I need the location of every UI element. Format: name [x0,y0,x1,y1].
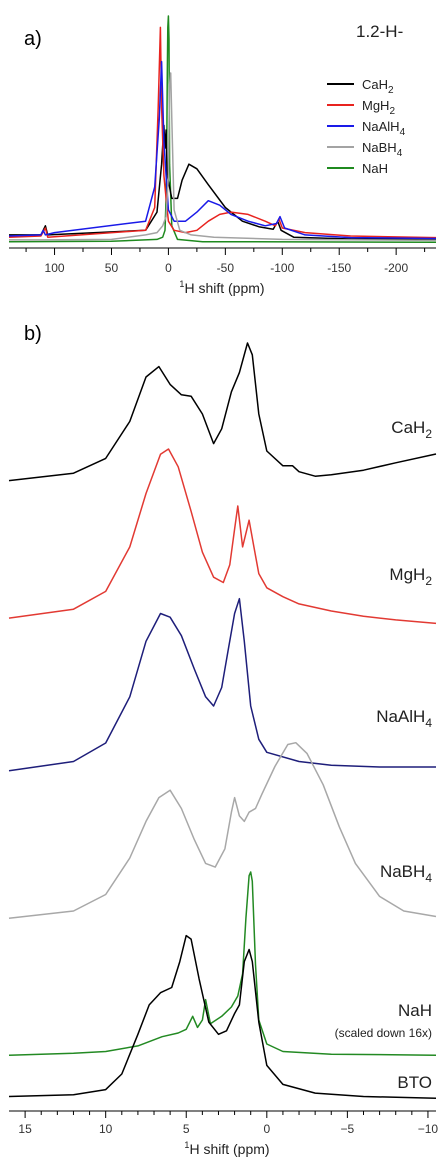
panel-a-title: 1.2-H- [356,22,403,41]
panel-a-tick-label: -150 [327,261,351,275]
panel-a-legend: CaH2 MgH2 NaAlH4 NaBH4 NaH [327,77,406,176]
spectrum-label-naalh4: NaAlH4 [376,707,432,730]
legend-label-nah: NaH [362,161,388,176]
panel-b-spectrum-mgh2 [8,448,437,625]
panel-a-tick-label: -50 [217,261,235,275]
panel-b-tick-label: −5 [341,1122,355,1136]
legend-label-nabh4: NaBH4 [362,140,403,159]
panel-a-tick-label: -200 [384,261,408,275]
panel-b-tick-label: 5 [183,1122,190,1136]
spectrum-note-nah: (scaled down 16x) [335,1026,432,1040]
panel-a-x-ticks: 100 50 0 -50 -100 -150 -200 [25,248,426,275]
panel-a-tick-label: 50 [105,261,119,275]
panel-b: b) 15 10 5 0 −5 −10 CaH2 MgH2 NaAlH4 NaBH4 NaH (sc… [8,323,438,1157]
panel-b-spectrum-nabh4 [8,741,437,920]
panel-a-x-label: 1H shift (ppm) [179,279,264,296]
panel-b-spectrum-labels: CaH2 MgH2 NaAlH4 NaBH4 NaH (scaled down 16x) B… [335,418,433,1092]
panel-a-spectrum-nah [8,15,437,243]
panel-b-tick-label: 10 [99,1122,113,1136]
panel-b-spectra [8,342,437,1100]
spectrum-label-bto: BTO [397,1073,432,1092]
panel-a: a) 1.2-H- 100 50 0 -50 -100 -150 -200 CaH2 MgH2… [8,15,437,296]
panel-b-spectrum-cah2 [8,342,437,482]
panel-a-tick-label: -100 [270,261,294,275]
panel-b-spectrum-naalh4 [8,597,436,772]
legend-label-naalh4: NaAlH4 [362,119,406,138]
spectrum-label-mgh2: MgH2 [389,565,432,588]
panel-b-x-ticks: 15 10 5 0 −5 −10 [18,1111,438,1136]
panel-a-spectrum-naalh4 [8,60,437,240]
panel-a-tick-label: 0 [165,261,172,275]
panel-b-tick-label: 15 [18,1122,32,1136]
panel-b-tick-label: 0 [263,1122,270,1136]
panel-b-label: b) [24,323,42,345]
panel-b-spectrum-bto [8,934,437,1100]
panel-a-spectrum-nabh4 [9,72,437,242]
panel-a-label: a) [24,28,42,50]
spectrum-label-nabh4: NaBH4 [380,862,432,885]
panel-b-x-label: 1H shift (ppm) [184,1140,269,1157]
spectrum-label-cah2: CaH2 [391,418,432,441]
legend-label-mgh2: MgH2 [362,98,395,117]
legend-label-cah2: CaH2 [362,77,394,96]
panel-a-spectra [8,15,437,243]
spectrum-label-nah: NaH [398,1001,432,1020]
panel-a-tick-label: 100 [45,261,65,275]
panel-b-tick-label: −10 [418,1122,439,1136]
